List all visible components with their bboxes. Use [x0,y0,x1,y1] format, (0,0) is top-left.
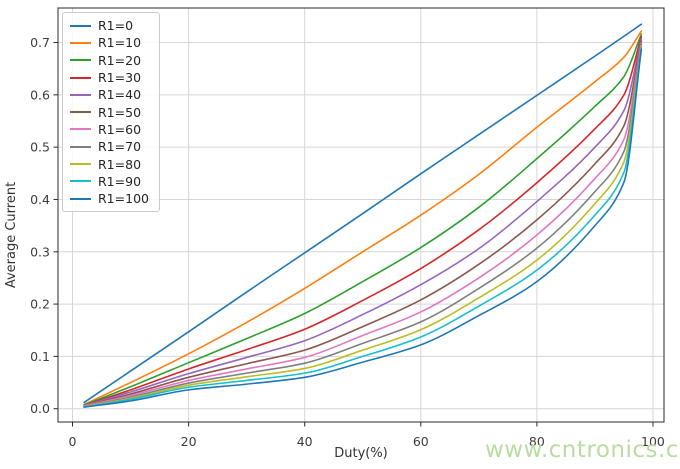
legend-item: R1=40 [70,86,149,103]
curve-r1-20 [83,33,643,406]
legend-line-swatch [70,163,91,166]
x-tick-label: 60 [413,434,429,449]
legend-line-swatch [70,41,91,44]
curve-r1-80 [83,45,643,408]
curve-r1-60 [83,42,643,407]
y-tick-label: 0.7 [30,35,50,50]
legend-line-swatch [70,180,91,183]
legend-line-swatch [70,59,91,62]
legend-item: R1=100 [70,190,149,207]
y-tick-label: 0.0 [30,401,50,416]
curve-r1-90 [83,46,643,408]
y-axis-label: Average Current [4,182,19,288]
legend-label: R1=30 [98,70,142,86]
y-tick-label: 0.2 [30,297,50,312]
legend-item: R1=0 [70,17,149,34]
curve-r1-100 [83,48,643,408]
legend-line-swatch [70,128,91,131]
plot-border [57,7,665,423]
legend-item: R1=20 [70,52,149,69]
legend-label: R1=50 [98,104,142,120]
legend-label: R1=80 [98,156,142,172]
legend-line-swatch [70,76,91,79]
legend-item: R1=70 [70,138,149,155]
legend-label: R1=20 [98,52,142,68]
legend-label: R1=90 [98,173,142,189]
curve-r1-40 [83,38,643,407]
y-tick-label: 0.4 [30,192,50,207]
y-tick-label: 0.3 [30,244,50,259]
legend-line-swatch [70,197,91,200]
legend-item: R1=30 [70,69,149,86]
legend-item: R1=80 [70,155,149,172]
x-tick-label: 40 [297,434,313,449]
curve-r1-70 [83,43,643,408]
y-tick-label: 0.6 [30,87,50,102]
legend-label: R1=70 [98,139,142,155]
legend-label: R1=10 [98,35,142,51]
curve-r1-10 [83,30,643,406]
legend-item: R1=60 [70,121,149,138]
legend-item: R1=50 [70,103,149,120]
legend-label: R1=40 [98,87,142,103]
x-tick-label: 20 [181,434,197,449]
legend-line-swatch [70,24,91,27]
y-tick-label: 0.1 [30,349,50,364]
x-tick-label: 80 [529,434,545,449]
watermark: www.cntronics.com [485,437,680,463]
curve-r1-50 [83,40,643,407]
legend-item: R1=90 [70,173,149,190]
legend-line-swatch [70,145,91,148]
axis-ticks [53,42,654,427]
curve-r1-30 [83,35,643,407]
curve-r1-0 [83,23,643,404]
legend-label: R1=0 [98,18,134,34]
legend-item: R1=10 [70,34,149,51]
y-tick-label: 0.5 [30,140,50,155]
axis-tick-labels: 0 20 40 60 80 100 0.0 0.1 0.2 0.3 0.4 0.5 0.6 0.7 [30,35,665,449]
legend-label: R1=60 [98,121,142,137]
legend-label: R1=100 [98,191,149,207]
legend-line-swatch [70,111,91,114]
series-curves [83,23,643,408]
x-tick-label: 0 [69,434,77,449]
x-axis-label: Duty(%) [334,446,388,461]
legend-line-swatch [70,93,91,96]
x-tick-label: 100 [641,434,665,449]
legend: R1=0 R1=10 R1=20 R1=30 R1=40 R1=50 R1=60 R1=70 R… [62,12,160,213]
